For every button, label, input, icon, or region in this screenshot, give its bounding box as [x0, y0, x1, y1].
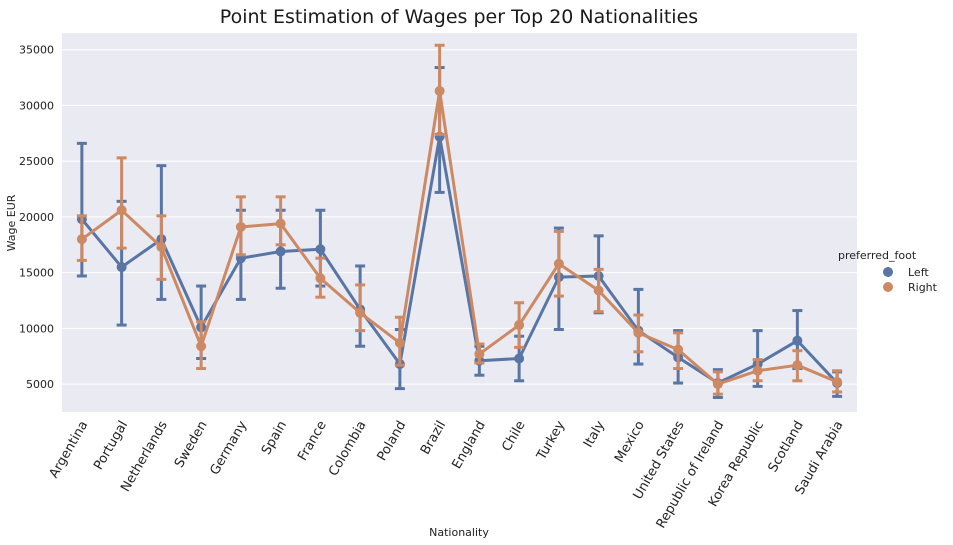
y-tick-label: 5000 — [26, 378, 54, 391]
x-tick-label: Germany — [207, 418, 250, 478]
x-tick-label: Turkey — [534, 418, 569, 463]
legend-label: Left — [908, 266, 929, 279]
data-point — [514, 353, 525, 364]
y-tick-label: 30000 — [19, 99, 54, 112]
x-tick-label: Scotland — [766, 419, 807, 475]
data-point — [712, 379, 723, 390]
data-point — [474, 349, 485, 360]
y-tick-label: 20000 — [19, 211, 54, 224]
data-point — [633, 327, 644, 338]
x-tick-label: Italy — [581, 418, 608, 450]
data-point — [196, 341, 207, 352]
x-tick-label: France — [295, 419, 330, 464]
data-point — [275, 246, 286, 257]
data-point — [315, 244, 326, 255]
data-point — [76, 234, 87, 245]
x-tick-label: Chile — [499, 419, 528, 455]
legend-title: preferred_foot — [838, 249, 917, 262]
legend-label: Right — [908, 281, 938, 294]
y-tick-label: 35000 — [19, 44, 54, 57]
data-point — [673, 344, 684, 355]
data-point — [275, 218, 286, 229]
legend: preferred_foot Left Right — [838, 249, 938, 294]
series-layer — [76, 43, 843, 400]
x-tick-label: England — [449, 419, 488, 472]
data-point — [514, 320, 525, 331]
data-point — [394, 337, 405, 348]
legend-marker — [883, 282, 893, 292]
x-tick-label: Portugal — [91, 419, 131, 473]
data-point — [116, 205, 127, 216]
data-point — [752, 365, 763, 376]
y-tick-label: 15000 — [19, 267, 54, 280]
x-tick-label: Colombia — [326, 419, 370, 479]
y-tick-label: 25000 — [19, 155, 54, 168]
data-point — [355, 307, 366, 318]
x-tick-label: Spain — [259, 419, 290, 458]
data-point — [792, 360, 803, 371]
y-tick-labels: 5000 10000 15000 20000 25000 30000 35000 — [19, 44, 54, 391]
data-point — [235, 221, 246, 232]
data-point — [792, 335, 803, 346]
data-point — [832, 376, 843, 387]
legend-marker — [883, 267, 893, 277]
series-line — [80, 89, 838, 386]
data-point — [315, 273, 326, 284]
data-point — [156, 242, 167, 253]
series-right — [76, 43, 843, 396]
data-point — [593, 285, 604, 296]
data-point — [553, 258, 564, 269]
x-tick-label: Brazil — [418, 419, 449, 458]
chart-title: Point Estimation of Wages per Top 20 Nat… — [220, 6, 698, 28]
x-tick-label: Sweden — [172, 419, 211, 471]
data-point — [434, 85, 445, 96]
x-tick-label: Mexico — [612, 418, 648, 465]
x-tick-label: Poland — [375, 419, 410, 464]
x-axis-label: Nationality — [429, 526, 489, 539]
y-axis-label: Wage EUR — [5, 194, 18, 251]
y-tick-label: 10000 — [19, 322, 54, 335]
x-tick-label: Argentina — [47, 419, 92, 481]
data-point — [116, 262, 127, 273]
